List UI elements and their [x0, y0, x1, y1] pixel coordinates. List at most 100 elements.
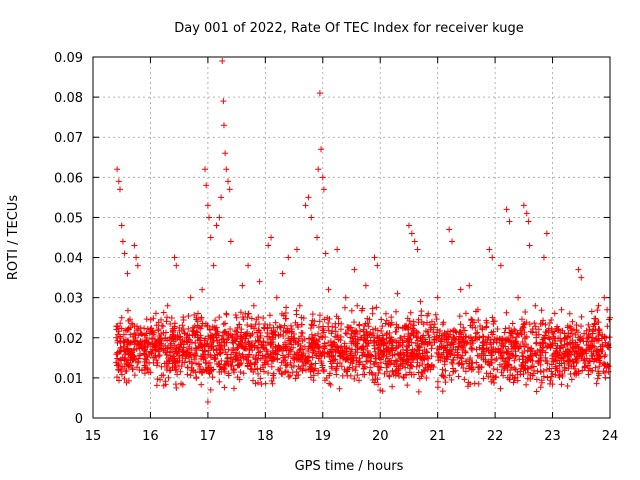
data-point — [506, 218, 513, 225]
data-point — [380, 348, 387, 355]
data-point — [428, 318, 435, 325]
data-point — [299, 330, 306, 337]
data-point — [192, 331, 199, 338]
data-point — [348, 307, 355, 314]
data-point — [360, 328, 367, 335]
data-point — [136, 366, 143, 373]
data-point — [504, 360, 511, 367]
data-point — [208, 343, 215, 350]
data-point — [493, 339, 500, 346]
data-point — [474, 306, 481, 313]
data-point — [468, 344, 475, 351]
data-point — [282, 368, 289, 375]
data-point — [369, 371, 376, 378]
data-point — [402, 364, 409, 371]
data-point — [287, 359, 294, 366]
data-point — [268, 234, 275, 241]
data-point — [506, 324, 513, 331]
data-point — [325, 286, 332, 293]
data-point — [367, 364, 374, 371]
data-point — [135, 342, 142, 349]
data-point — [231, 327, 238, 334]
data-point — [336, 385, 343, 392]
data-point — [396, 373, 403, 380]
data-point — [287, 337, 294, 344]
data-point — [460, 324, 467, 331]
data-point — [503, 309, 510, 316]
data-point — [123, 341, 130, 348]
data-point — [360, 365, 367, 372]
data-point — [556, 360, 563, 367]
data-point — [153, 322, 160, 329]
data-point — [121, 375, 128, 382]
data-point — [604, 323, 611, 330]
data-point — [485, 373, 492, 380]
data-point — [572, 348, 579, 355]
data-point — [190, 328, 197, 335]
data-point — [176, 357, 183, 364]
data-point — [535, 326, 542, 333]
data-point — [206, 214, 213, 221]
data-point — [255, 370, 262, 377]
data-point — [265, 361, 272, 368]
data-point — [229, 339, 236, 346]
data-point — [566, 339, 573, 346]
data-point — [218, 336, 225, 343]
data-point — [144, 326, 151, 333]
data-point — [517, 343, 524, 350]
data-point — [506, 376, 513, 383]
data-point — [451, 327, 458, 334]
data-point — [185, 336, 192, 343]
data-point — [177, 368, 184, 375]
data-point — [393, 367, 400, 374]
data-point — [298, 321, 305, 328]
data-point — [552, 371, 559, 378]
data-point — [546, 336, 553, 343]
data-point — [491, 318, 498, 325]
data-point — [291, 357, 298, 364]
data-point — [310, 377, 317, 384]
data-point — [316, 312, 323, 319]
data-point — [342, 294, 349, 301]
data-point — [558, 306, 565, 313]
data-point — [446, 372, 453, 379]
data-point — [270, 374, 277, 381]
data-point — [512, 374, 519, 381]
data-point — [527, 371, 534, 378]
data-point — [264, 333, 271, 340]
x-tick-label: 16 — [142, 429, 159, 444]
data-point — [119, 363, 126, 370]
data-point — [261, 325, 268, 332]
data-point — [131, 330, 138, 337]
data-point — [191, 332, 198, 339]
data-point — [265, 370, 272, 377]
data-point — [156, 352, 163, 359]
data-point — [522, 362, 529, 369]
data-point — [307, 374, 314, 381]
data-point — [217, 364, 224, 371]
data-point — [509, 343, 516, 350]
data-point — [542, 358, 549, 365]
data-point — [345, 324, 352, 331]
data-point — [445, 334, 452, 341]
data-point — [163, 366, 170, 373]
data-point — [240, 370, 247, 377]
data-point — [391, 361, 398, 368]
data-point — [462, 310, 469, 317]
data-point — [434, 378, 441, 385]
data-point — [176, 324, 183, 331]
data-point — [389, 352, 396, 359]
data-point — [575, 266, 582, 273]
x-tick-label: 15 — [85, 429, 102, 444]
data-point — [455, 351, 462, 358]
data-point — [285, 353, 292, 360]
data-point — [591, 356, 598, 363]
data-point — [182, 355, 189, 362]
data-point — [437, 354, 444, 361]
data-point — [226, 186, 233, 193]
data-point — [268, 363, 275, 370]
data-point — [305, 347, 312, 354]
data-point — [589, 334, 596, 341]
data-point — [198, 315, 205, 322]
data-point — [113, 351, 120, 358]
